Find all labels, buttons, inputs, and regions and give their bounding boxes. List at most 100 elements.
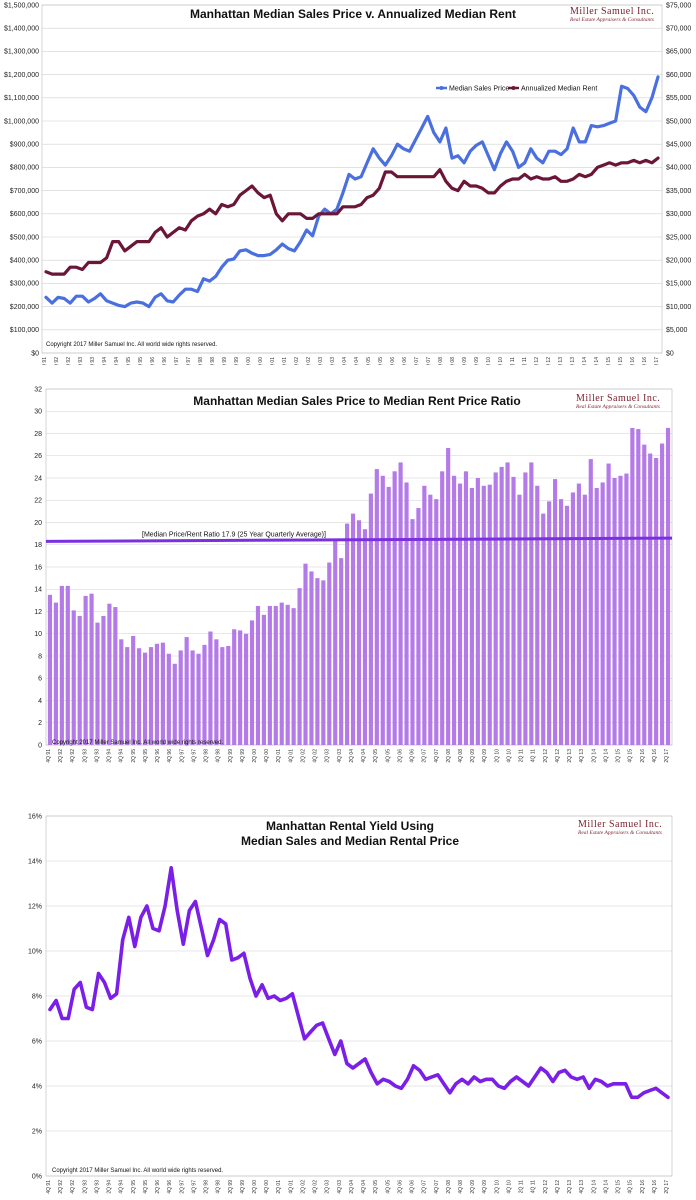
bar xyxy=(547,501,552,745)
bar xyxy=(564,505,570,745)
bar xyxy=(368,493,373,745)
bar xyxy=(665,427,671,745)
x-tick-label: 4Q 11 xyxy=(531,749,537,762)
y-tick-label: 6 xyxy=(38,676,42,683)
x-tick-label: 4Q 92 xyxy=(70,749,76,763)
x-tick-label: 4Q 04 xyxy=(361,749,367,763)
legend-label-rent: Annualized Median Rent xyxy=(521,86,597,93)
chart-bars xyxy=(47,427,671,746)
y-right-tick-label: $30,000 xyxy=(666,211,691,218)
x-tick-label: 4Q 91 xyxy=(42,357,48,365)
x-tick-label: 2Q 96 xyxy=(150,357,156,365)
y-right-tick-label: $70,000 xyxy=(666,26,691,33)
y-tick-label: 12% xyxy=(28,903,42,910)
y-left-tick-label: $1,100,000 xyxy=(4,95,39,102)
bar xyxy=(119,639,124,745)
bar xyxy=(142,652,148,745)
y-tick-label: 16 xyxy=(34,564,42,571)
y-tick-label: 8 xyxy=(38,653,42,660)
x-tick-label: 4Q 94 xyxy=(119,1180,125,1194)
y-tick-label: 2% xyxy=(32,1128,42,1135)
x-tick-label: 4Q 00 xyxy=(264,749,270,763)
x-tick-label: 2Q 16 xyxy=(640,749,646,763)
x-tick-label: 4Q 95 xyxy=(143,1180,149,1194)
bar xyxy=(190,650,195,745)
y-right-tick-label: $55,000 xyxy=(666,95,691,102)
x-tick-label: 4Q 05 xyxy=(385,1180,391,1194)
legend-label-sales: Median Sales Price xyxy=(449,86,509,93)
x-tick-label: 4Q 03 xyxy=(330,357,336,365)
bar xyxy=(428,494,433,745)
y-left-tick-label: $0 xyxy=(31,350,39,357)
right-y-axis: $0 $5,000 $10,000 $15,000 $20,000 $25,000 $30,… xyxy=(666,2,691,357)
y-tick-label: 32 xyxy=(34,386,42,393)
bar xyxy=(356,520,362,745)
y-tick-label: 12 xyxy=(34,609,42,616)
x-tick-label: 2Q 98 xyxy=(204,749,210,763)
x-axis: 4Q 91 2Q 92 4Q 92 2Q 93 4Q 93 2Q 94 4Q 94 2Q 95… xyxy=(42,357,660,365)
x-tick-label: 2Q 07 xyxy=(422,749,428,763)
bar xyxy=(600,482,605,745)
bar xyxy=(469,488,474,745)
bar xyxy=(327,562,332,745)
bar xyxy=(511,476,516,745)
bar xyxy=(178,650,183,745)
y-left-tick-label: $900,000 xyxy=(10,142,39,149)
bar xyxy=(107,603,112,745)
x-tick-label: 4Q 02 xyxy=(313,1180,319,1194)
bar xyxy=(267,605,272,745)
y-tick-label: 14% xyxy=(28,858,42,865)
bar xyxy=(576,483,581,745)
x-tick-label: 4Q 95 xyxy=(138,357,144,365)
x-tick-label: 2Q 12 xyxy=(543,749,549,763)
x-tick-label: 2Q 11 xyxy=(519,749,525,762)
x-tick-label: 2Q 99 xyxy=(222,357,228,365)
bar xyxy=(630,427,635,745)
y-right-tick-label: $60,000 xyxy=(666,72,691,79)
average-ratio-line xyxy=(45,536,673,543)
y-right-tick-label: $50,000 xyxy=(666,118,691,125)
x-tick-label: 4Q 01 xyxy=(288,1180,294,1194)
bar xyxy=(255,605,261,745)
x-tick-label: 4Q 15 xyxy=(628,749,634,763)
x-tick-label: 2Q 93 xyxy=(78,357,84,365)
y-left-tick-label: $1,500,000 xyxy=(4,2,39,9)
chart-series xyxy=(44,75,660,309)
bar xyxy=(350,513,356,745)
x-tick-label: 2Q 16 xyxy=(630,357,636,365)
x-tick-label: 4Q 09 xyxy=(474,357,480,365)
bar xyxy=(434,499,439,745)
y-right-tick-label: $40,000 xyxy=(666,165,691,172)
x-tick-label: 4Q 98 xyxy=(216,749,222,763)
x-tick-label: 2Q 95 xyxy=(131,1180,137,1194)
x-tick-label: 2Q 93 xyxy=(82,749,88,763)
y-tick-label: 10% xyxy=(28,948,42,955)
legend-marker-sales xyxy=(439,86,444,90)
bar xyxy=(416,508,421,745)
x-tick-label: 4Q 94 xyxy=(114,357,120,365)
x-tick-label: 4Q 10 xyxy=(498,357,504,365)
y-tick-label: 26 xyxy=(34,453,42,460)
x-tick-label: 2Q 09 xyxy=(470,1180,476,1194)
bar xyxy=(392,471,397,745)
x-tick-label: 2Q 02 xyxy=(300,749,306,763)
x-tick-label: 4Q 02 xyxy=(306,357,312,365)
average-label: [Median Price/Rent Ratio 17.9 (25 Year Q… xyxy=(142,532,326,539)
bar xyxy=(440,471,445,745)
bar xyxy=(481,485,486,745)
y-tick-label: 4% xyxy=(32,1083,42,1090)
x-tick-label: 2Q 95 xyxy=(131,749,137,763)
x-tick-label: 4Q 11 xyxy=(522,357,528,365)
bar xyxy=(648,453,653,745)
x-tick-label: 4Q 14 xyxy=(603,749,609,763)
bar xyxy=(160,642,165,745)
y-tick-label: 0% xyxy=(32,1173,42,1180)
y-axis: 0% 2% 4% 6% 8% 10% 12% 14% 16% xyxy=(28,813,42,1180)
x-tick-label: 2Q 98 xyxy=(204,1180,210,1194)
bar xyxy=(594,488,599,745)
x-tick-label: 4Q 03 xyxy=(337,1180,343,1194)
chart-legend: Median Sales Price Annualized Median Ren… xyxy=(436,86,597,93)
brand-logo: Miller Samuel Inc. Real Estate Appraiser… xyxy=(575,393,660,410)
brand-tagline: Real Estate Appraisers & Consultants xyxy=(569,17,654,23)
bar xyxy=(47,594,53,745)
